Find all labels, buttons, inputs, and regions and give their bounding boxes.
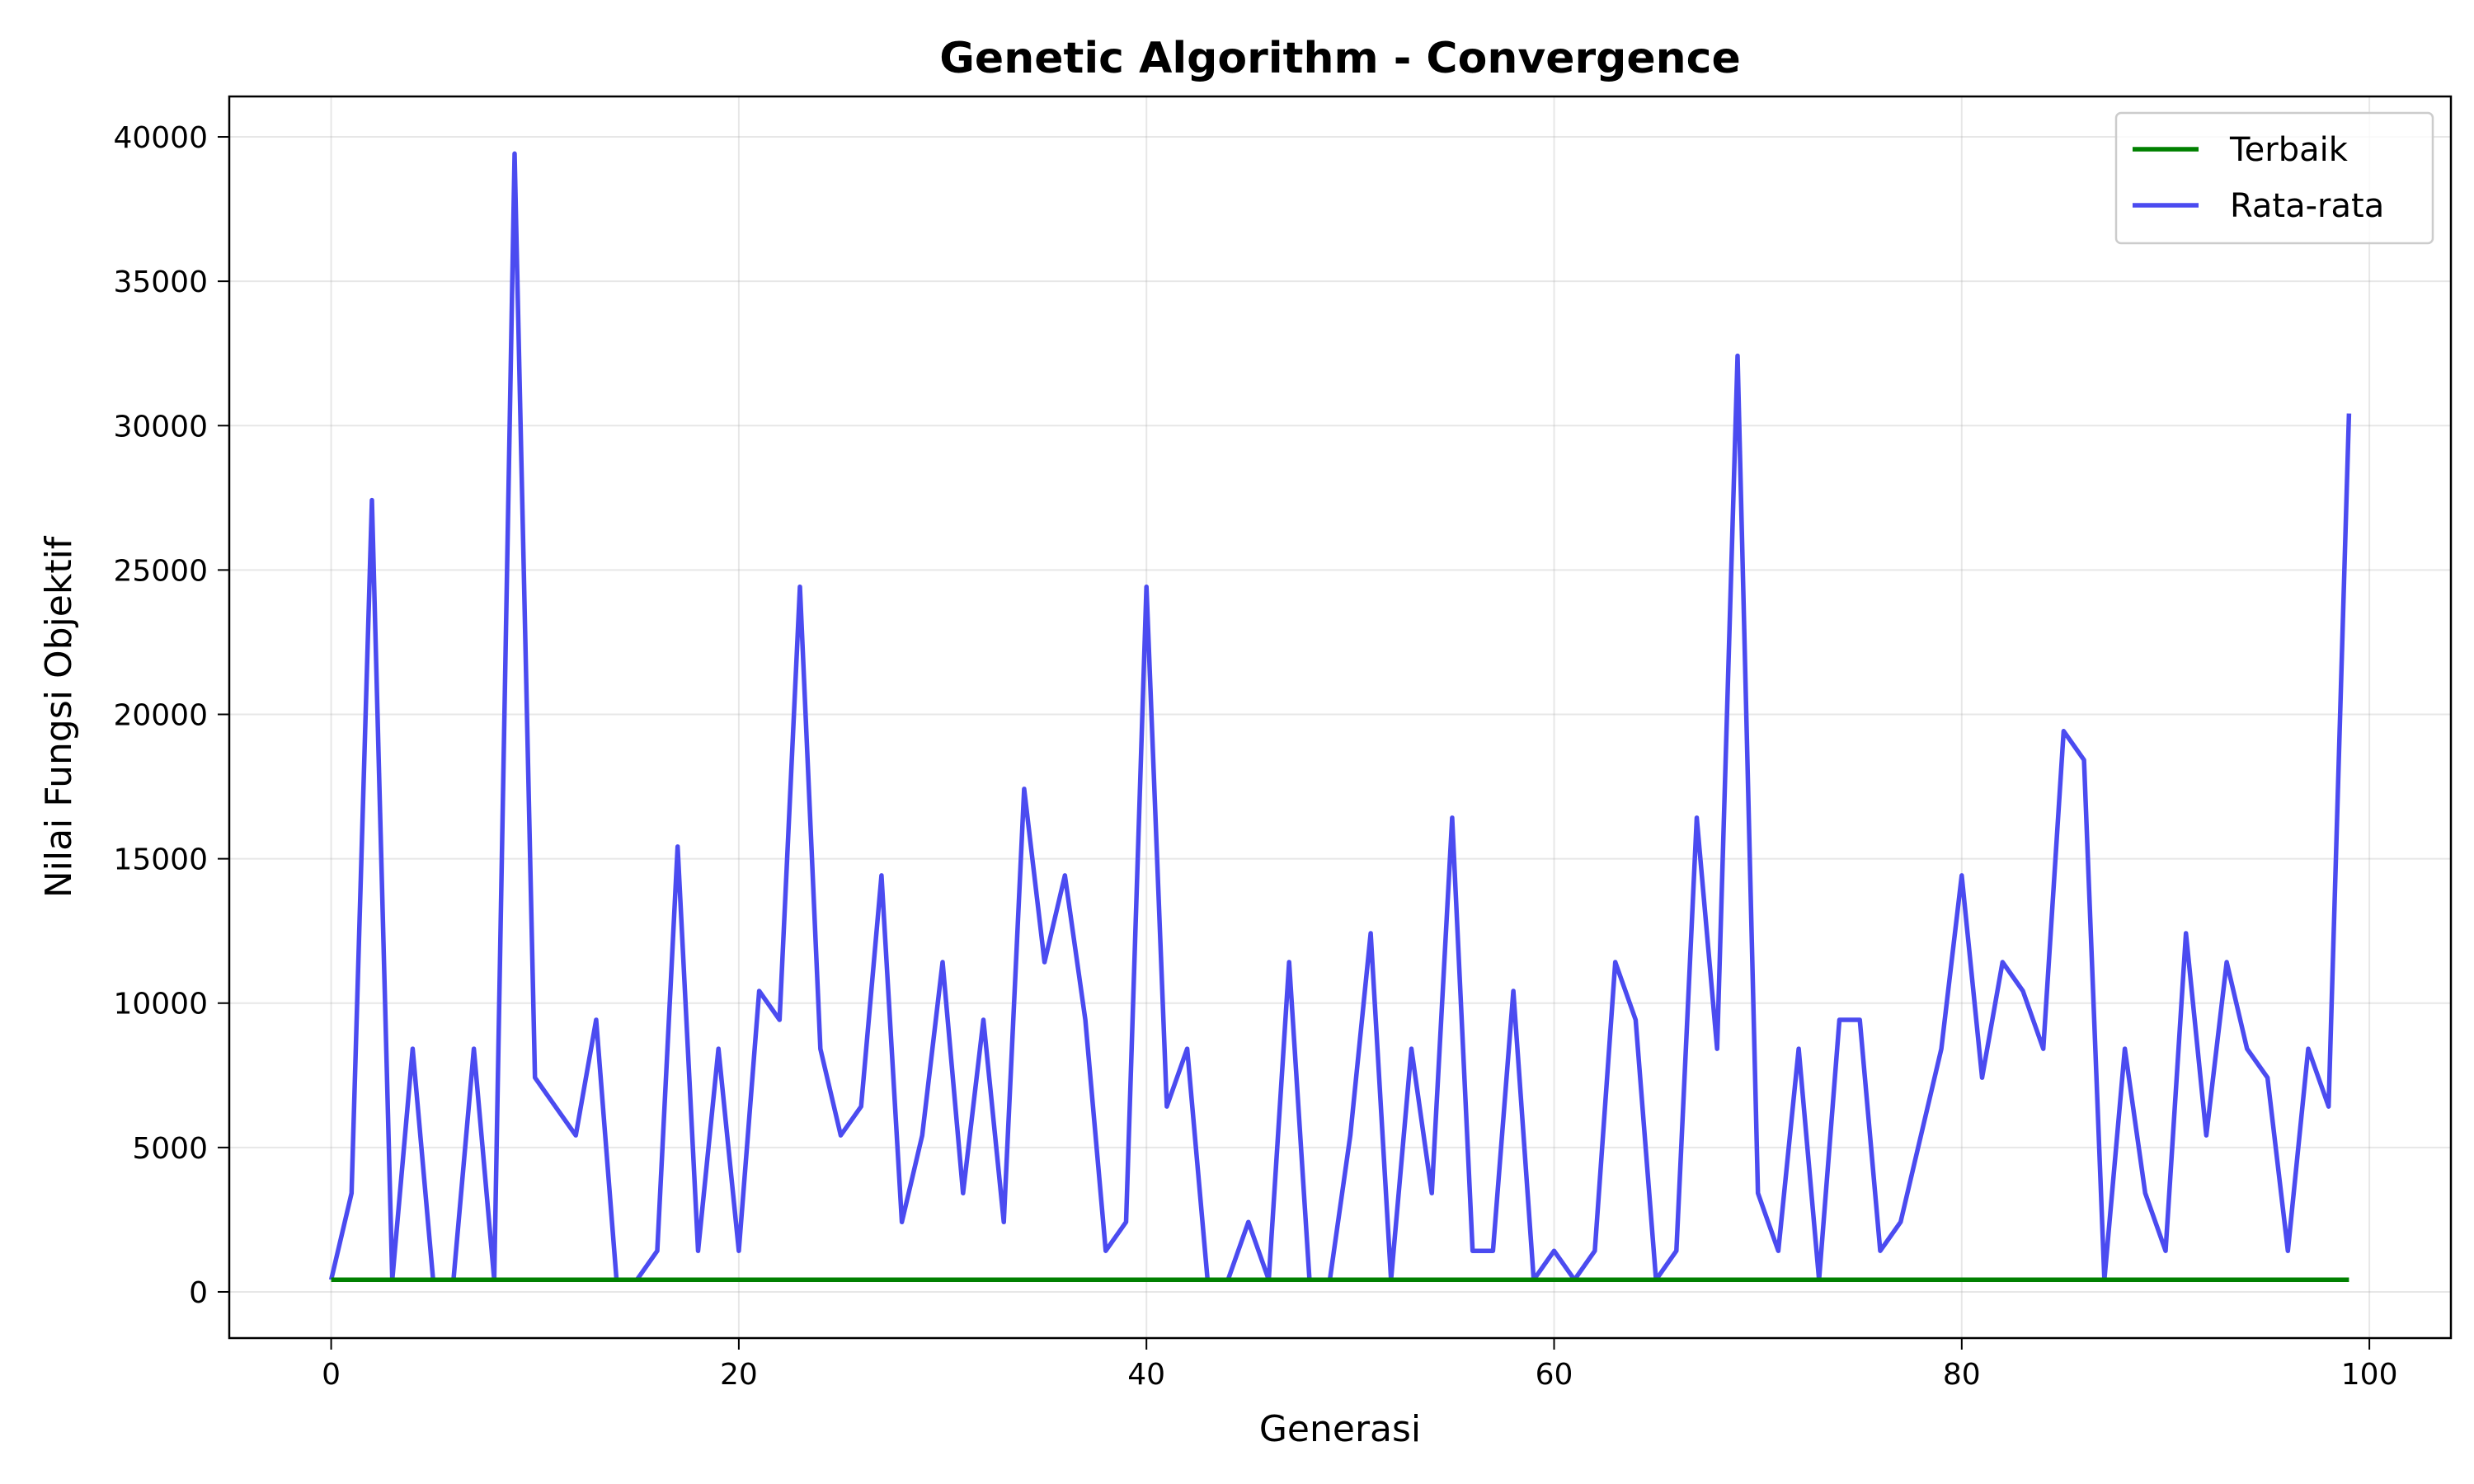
- y-tick-label: 10000: [113, 988, 208, 1021]
- series-line-rata-rata: [328, 151, 2352, 1283]
- x-tick-label: 40: [1127, 1358, 1165, 1392]
- x-axis-label: Generasi: [1259, 1408, 1421, 1450]
- y-tick-label: 35000: [113, 265, 208, 299]
- legend-box: [2114, 111, 2434, 245]
- y-tick-label: 20000: [113, 698, 208, 732]
- legend-label: Rata-rata: [2230, 187, 2384, 225]
- x-tick-label: 0: [322, 1358, 341, 1392]
- x-tick-label: 80: [1943, 1358, 1981, 1392]
- x-tick-label: 60: [1536, 1358, 1573, 1392]
- legend-label: Terbaik: [2229, 131, 2349, 169]
- y-axis-label: Nilai Fungsi Objektif: [38, 535, 80, 898]
- y-tick-label: 40000: [113, 121, 208, 155]
- series-lines: [328, 151, 2352, 1283]
- x-tick-label: 100: [2341, 1358, 2398, 1392]
- y-tick-label: 15000: [113, 843, 208, 877]
- x-axis-ticks: 0 20 40 60 80 100: [322, 1338, 2397, 1392]
- grid: [229, 96, 2451, 1338]
- y-tick-label: 25000: [113, 554, 208, 588]
- y-tick-label: 5000: [132, 1132, 208, 1166]
- chart-title: Genetic Algorithm - Convergence: [939, 34, 1741, 83]
- x-tick-label: 20: [720, 1358, 758, 1392]
- legend: Terbaik Rata-rata: [2114, 111, 2434, 245]
- y-tick-label: 0: [189, 1276, 208, 1310]
- y-axis-ticks: 0 5000 10000 15000 20000 25000 30000 35000 40000: [113, 121, 229, 1310]
- plot-frame: [228, 95, 2453, 1340]
- y-tick-label: 30000: [113, 410, 208, 444]
